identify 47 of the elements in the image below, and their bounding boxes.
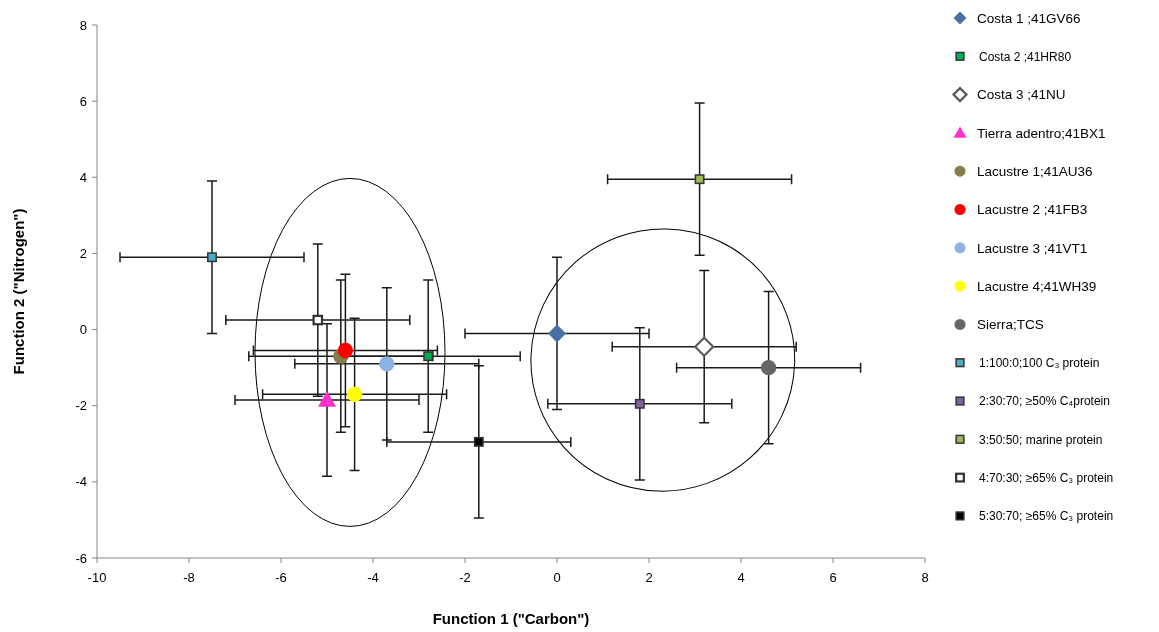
legend-label: Costa 1 ;41GV66	[977, 10, 1081, 26]
x-tick-label: 0	[553, 570, 561, 585]
y-tick-label: 4	[79, 169, 87, 185]
point	[318, 391, 336, 407]
point	[694, 174, 705, 185]
point	[760, 359, 777, 376]
legend-label: Sierra;TCS	[977, 317, 1044, 333]
legend-label: Lacustre 2 ;41FB3	[977, 202, 1088, 218]
point	[423, 351, 434, 362]
x-tick-label: -6	[275, 570, 287, 585]
x-tick-label: 4	[737, 570, 745, 585]
x-tick-label: -4	[367, 570, 379, 585]
point	[694, 336, 715, 357]
point	[473, 436, 484, 447]
legend-label: Lacustre 4;41WH39	[977, 278, 1097, 294]
y-tick-label: 8	[79, 17, 87, 33]
point	[312, 314, 324, 326]
x-tick-label: 2	[645, 570, 653, 585]
legend-label: Costa 3 ;41NU	[977, 87, 1066, 103]
point	[548, 324, 566, 343]
x-tick-label: 8	[921, 570, 929, 585]
point	[346, 386, 363, 402]
legend-label: 2:30:70; ≥50% C₄protein	[979, 394, 1110, 409]
point	[337, 342, 354, 359]
x-axis-title: Function 1 ("Carbon")	[432, 610, 590, 627]
legend-label: 3:50:50; marine protein	[979, 432, 1103, 447]
legend-label: 1:100:0;100 C₃ protein	[979, 355, 1100, 370]
point	[379, 356, 395, 372]
y-tick-label: 2	[79, 245, 87, 261]
x-tick-label: -2	[459, 570, 471, 585]
y-axis-title: Function 2 ("Nitrogen")	[10, 208, 27, 375]
legend-label: Lacustre 1;41AU36	[977, 163, 1093, 179]
legend-label: Costa 2 ;41HR80	[979, 49, 1072, 64]
legend-label: Lacustre 3 ;41VT1	[977, 240, 1088, 256]
y-tick-label: 6	[79, 93, 87, 109]
point	[207, 252, 217, 263]
legend-label: 4:70:30; ≥65% C₃ protein	[979, 470, 1114, 485]
y-tick-label: -4	[75, 474, 87, 490]
x-tick-label: -8	[183, 570, 195, 585]
x-tick-label: 6	[829, 570, 837, 585]
point	[634, 398, 645, 409]
legend-label: Tierra adentro;41BX1	[977, 125, 1106, 141]
y-tick-label: -6	[75, 550, 87, 566]
y-tick-label: 0	[79, 322, 87, 338]
y-tick-label: -2	[75, 398, 87, 414]
x-tick-label: -10	[87, 570, 107, 585]
legend-label: 5:30:70; ≥65% C₃ protein	[979, 509, 1114, 524]
